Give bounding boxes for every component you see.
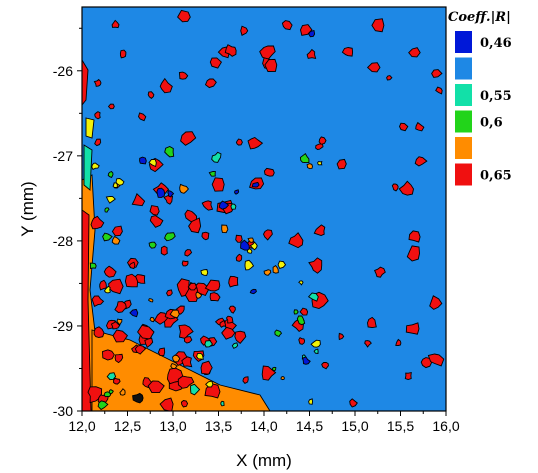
x-tick-label: 14,5: [296, 418, 323, 434]
small-patch: [307, 164, 312, 169]
legend-title: Coeff.|R|: [448, 10, 511, 25]
small-patch: [221, 401, 224, 406]
x-tick-label: 14,0: [250, 418, 277, 434]
legend-label: 0,55: [480, 89, 512, 104]
legend-swatch: [455, 31, 472, 53]
y-tick-label: -27: [53, 148, 73, 164]
y-tick-label: -28: [53, 233, 73, 249]
small-patch: [281, 377, 284, 380]
legend-swatch: [455, 58, 472, 80]
x-tick-label: 13,0: [159, 418, 186, 434]
small-patch: [149, 242, 156, 248]
small-patch: [140, 157, 147, 164]
small-patch: [222, 225, 228, 233]
y-tick-label: -30: [53, 403, 73, 419]
legend-swatch: [455, 164, 472, 186]
red-patch: [100, 280, 107, 290]
small-patch: [197, 353, 204, 359]
red-patch: [226, 316, 233, 323]
x-tick-label: 16,0: [432, 418, 459, 434]
small-patch: [157, 188, 165, 197]
legend-label: 0,46: [480, 36, 512, 51]
x-axis-title: X (mm): [236, 451, 292, 470]
y-tick-label: -26: [53, 63, 73, 79]
y-tick-label: -29: [53, 318, 73, 334]
red-patch: [181, 401, 187, 408]
red-patch: [236, 235, 243, 242]
y-axis-title: Y (mm): [18, 181, 37, 236]
x-tick-label: 15,5: [387, 418, 414, 434]
small-patch: [113, 183, 117, 188]
small-patch: [231, 204, 236, 209]
red-patch: [212, 178, 224, 191]
legend-label: 0,6: [480, 116, 503, 131]
red-patch: [243, 377, 248, 384]
red-patch: [405, 373, 411, 380]
legend-swatch: [455, 111, 472, 133]
red-patch: [264, 168, 274, 176]
red-patch: [182, 261, 188, 266]
x-axis: 12,0 12,5 13,0 13,5 14,0 14,5 15,0 15,5 16,0: [68, 411, 459, 434]
y-axis: -26 -27 -28 -29 -30: [53, 28, 82, 419]
red-patch: [229, 276, 238, 287]
x-tick-label: 12,0: [68, 418, 95, 434]
red-patch: [161, 246, 167, 255]
legend: Coeff.|R| 0,46 0,55 0,6 0,65: [448, 10, 512, 186]
small-patch: [247, 249, 252, 253]
x-tick-label: 12,5: [114, 418, 141, 434]
small-patch: [318, 162, 322, 165]
small-patch: [201, 270, 208, 276]
red-patch: [158, 348, 164, 356]
small-patch: [309, 399, 313, 404]
legend-label: 0,65: [480, 169, 512, 184]
small-patch: [90, 263, 96, 268]
red-patch: [299, 338, 305, 345]
red-patch: [120, 50, 126, 58]
legend-swatch: [455, 84, 472, 106]
legend-swatch: [455, 137, 472, 159]
x-tick-label: 13,5: [205, 418, 232, 434]
small-patch: [294, 310, 298, 314]
x-tick-label: 15,0: [341, 418, 368, 434]
small-patch: [272, 367, 276, 371]
